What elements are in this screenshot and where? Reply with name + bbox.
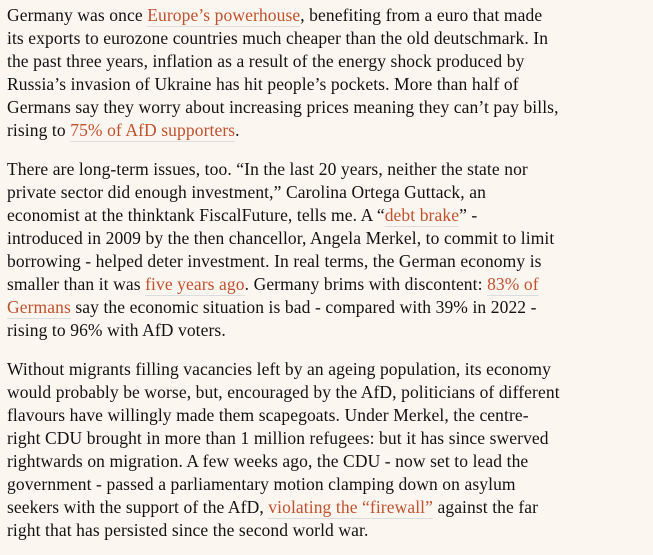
text-run: . Germany brims with discontent:	[244, 274, 488, 294]
paragraph: There are long-term issues, too. “In the…	[7, 158, 646, 342]
paragraph: Germany was once Europe’s powerhouse, be…	[7, 4, 646, 142]
text-run: There are long-term issues, too. “In the…	[7, 159, 528, 225]
text-run: .	[235, 120, 240, 140]
text-run: against the far right that has persisted …	[7, 497, 539, 540]
inline-link[interactable]: violating the “firewall”	[268, 497, 433, 517]
text-run: say the economic situation is bad - comp…	[7, 297, 537, 340]
inline-link[interactable]: five years ago	[145, 274, 245, 294]
text-run: Without migrants filling vacancies left …	[7, 359, 560, 517]
article-body: Germany was once Europe’s powerhouse, be…	[7, 4, 646, 542]
inline-link[interactable]: 75% of AfD supporters	[70, 120, 236, 140]
text-run: ” - introduced in 2009 by the then chance…	[7, 205, 555, 294]
paragraph: Without migrants filling vacancies left …	[7, 358, 646, 542]
inline-link[interactable]: 83% of Germans	[7, 274, 539, 317]
text-run: Germany was once	[7, 5, 148, 25]
inline-link[interactable]: debt brake	[384, 205, 460, 225]
text-run: , benefiting from a euro that made its ex…	[7, 5, 559, 140]
inline-link[interactable]: Europe’s powerhouse	[147, 5, 301, 25]
